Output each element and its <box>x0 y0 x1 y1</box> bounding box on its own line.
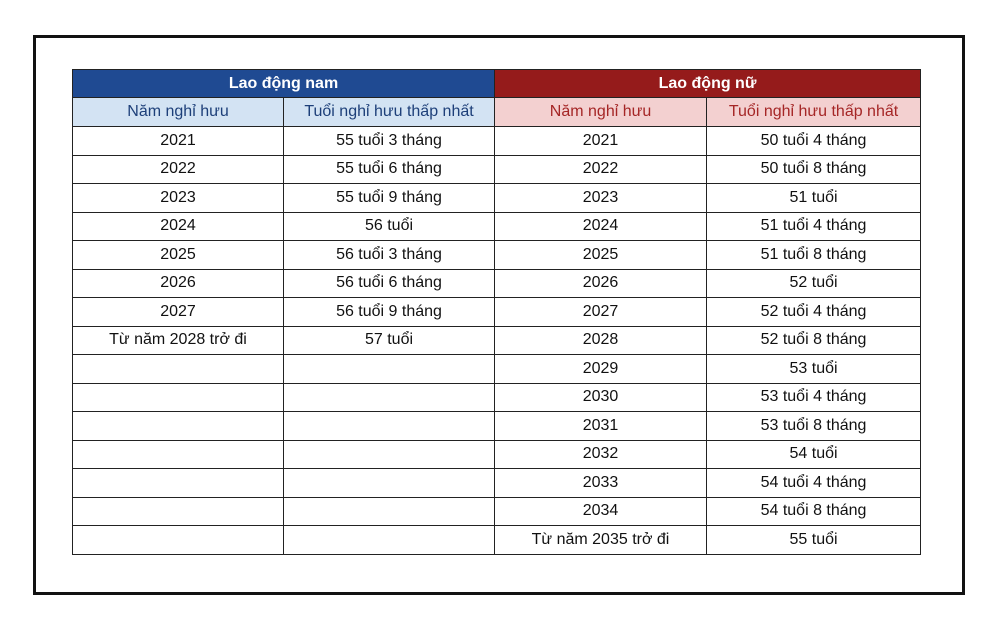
cell: 51 tuổi <box>706 183 922 213</box>
table-row: 2024 56 tuổi 2024 51 tuổi 4 tháng <box>72 211 922 241</box>
cell: 2033 <box>494 468 708 498</box>
cell: 56 tuổi 9 tháng <box>282 297 496 327</box>
cell: 2032 <box>494 439 708 469</box>
table-header: Lao động nam Lao động nữ Năm nghỉ hưu Tuổi … <box>71 69 922 127</box>
cell: 53 tuổi <box>706 354 922 384</box>
cell: 2021 <box>494 126 708 156</box>
cell: 2024 <box>494 211 708 241</box>
cell: 51 tuổi 4 tháng <box>706 211 922 241</box>
cell: 2027 <box>494 297 708 327</box>
table-row: 2034 54 tuổi 8 tháng <box>72 496 922 526</box>
cell: 2023 <box>494 183 708 213</box>
cell: 55 tuổi 3 tháng <box>282 126 496 156</box>
cell: 56 tuổi <box>282 211 496 241</box>
cell: 2030 <box>494 382 708 412</box>
cell: 55 tuổi <box>706 525 922 555</box>
cell: 2022 <box>72 154 284 184</box>
cell: 2026 <box>72 268 284 298</box>
frame <box>33 35 965 595</box>
table-row: 2026 56 tuổi 6 tháng 2026 52 tuổi <box>72 268 922 298</box>
cell: 2031 <box>494 411 708 441</box>
empty-cell <box>282 468 496 498</box>
cell: 52 tuổi 4 tháng <box>706 297 922 327</box>
table-row: 2027 56 tuổi 9 tháng 2027 52 tuổi 4 tháng <box>72 297 922 327</box>
table-row: 2023 55 tuổi 9 tháng 2023 51 tuổi <box>72 183 922 213</box>
empty-cell <box>282 525 496 555</box>
cell: 55 tuổi 6 tháng <box>282 154 496 184</box>
cell: 2024 <box>72 211 284 241</box>
cell: 56 tuổi 6 tháng <box>282 268 496 298</box>
table-row: 2022 55 tuổi 6 tháng 2022 50 tuổi 8 tháng <box>72 154 922 184</box>
table-row: 2021 55 tuổi 3 tháng 2021 50 tuổi 4 tháng <box>72 126 922 156</box>
retirement-table: Lao động nam Lao động nữ Năm nghỉ hưu Tuổi … <box>71 69 922 555</box>
cell: 2028 <box>494 325 708 355</box>
cell: 50 tuổi 8 tháng <box>706 154 922 184</box>
column-header-row: Năm nghỉ hưu Tuổi nghỉ hưu thấp nhất Năm n… <box>72 97 922 127</box>
cell: 2021 <box>72 126 284 156</box>
empty-cell <box>72 354 284 384</box>
cell: 52 tuổi 8 tháng <box>706 325 922 355</box>
empty-cell <box>72 382 284 412</box>
group-header-row: Lao động nam Lao động nữ <box>71 69 922 98</box>
cell: 2026 <box>494 268 708 298</box>
column-header: Tuổi nghỉ hưu thấp nhất <box>706 97 922 127</box>
cell: 54 tuổi 4 tháng <box>706 468 922 498</box>
table-row: Từ năm 2035 trở đi 55 tuổi <box>72 525 922 555</box>
cell: 57 tuổi <box>282 325 496 355</box>
empty-cell <box>72 468 284 498</box>
group-title: Lao động nam <box>71 69 496 98</box>
column-header: Năm nghỉ hưu <box>72 97 284 127</box>
empty-cell <box>282 382 496 412</box>
empty-cell <box>72 525 284 555</box>
cell: 56 tuổi 3 tháng <box>282 240 496 270</box>
empty-cell <box>282 439 496 469</box>
cell: 55 tuổi 9 tháng <box>282 183 496 213</box>
cell: 54 tuổi <box>706 439 922 469</box>
table-body: 2021 55 tuổi 3 tháng 2021 50 tuổi 4 tháng 20… <box>72 126 922 555</box>
column-header: Tuổi nghỉ hưu thấp nhất <box>282 97 496 127</box>
table-row: 2033 54 tuổi 4 tháng <box>72 468 922 498</box>
cell: 53 tuổi 8 tháng <box>706 411 922 441</box>
empty-cell <box>282 411 496 441</box>
table-row: Từ năm 2028 trở đi 57 tuổi 2028 52 tuổi 8 t… <box>72 325 922 355</box>
cell: 50 tuổi 4 tháng <box>706 126 922 156</box>
column-header: Năm nghỉ hưu <box>494 97 708 127</box>
cell: 51 tuổi 8 tháng <box>706 240 922 270</box>
cell: 2029 <box>494 354 708 384</box>
cell: 2025 <box>72 240 284 270</box>
table-row: 2031 53 tuổi 8 tháng <box>72 411 922 441</box>
cell: 53 tuổi 4 tháng <box>706 382 922 412</box>
empty-cell <box>72 496 284 526</box>
cell: 2027 <box>72 297 284 327</box>
cell: 54 tuổi 8 tháng <box>706 496 922 526</box>
table-row: 2029 53 tuổi <box>72 354 922 384</box>
cell: Từ năm 2028 trở đi <box>72 325 284 355</box>
cell: 2022 <box>494 154 708 184</box>
table-row: 2030 53 tuổi 4 tháng <box>72 382 922 412</box>
empty-cell <box>72 439 284 469</box>
cell: 2023 <box>72 183 284 213</box>
cell: 52 tuổi <box>706 268 922 298</box>
empty-cell <box>282 496 496 526</box>
table-row: 2032 54 tuổi <box>72 439 922 469</box>
cell: Từ năm 2035 trở đi <box>494 525 708 555</box>
cell: 2025 <box>494 240 708 270</box>
empty-cell <box>282 354 496 384</box>
empty-cell <box>72 411 284 441</box>
cell: 2034 <box>494 496 708 526</box>
table-row: 2025 56 tuổi 3 tháng 2025 51 tuổi 8 tháng <box>72 240 922 270</box>
group-title: Lao động nữ <box>494 69 922 98</box>
